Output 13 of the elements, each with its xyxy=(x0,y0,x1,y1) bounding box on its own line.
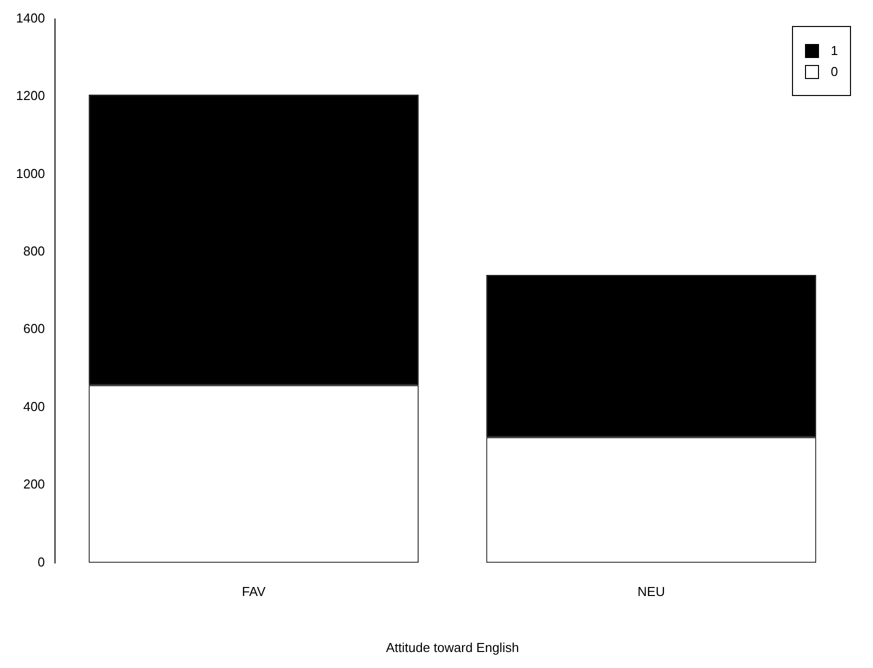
x-tick-label: NEU xyxy=(638,584,665,600)
y-tick-label: 200 xyxy=(23,476,45,492)
y-tick-label: 1200 xyxy=(16,88,45,104)
y-tick-label: 0 xyxy=(38,554,45,570)
y-tick-label: 600 xyxy=(23,321,45,336)
legend-label: 0 xyxy=(830,64,838,79)
y-tick-label: 800 xyxy=(23,244,45,259)
y-tick-label: 1000 xyxy=(16,166,45,181)
x-tick-label: FAV xyxy=(242,584,266,600)
y-tick-label: 400 xyxy=(23,398,45,414)
legend-label: 1 xyxy=(830,43,838,58)
x-axis-title: Attitude toward English xyxy=(386,640,519,655)
y-tick-label: 1400 xyxy=(16,10,45,26)
